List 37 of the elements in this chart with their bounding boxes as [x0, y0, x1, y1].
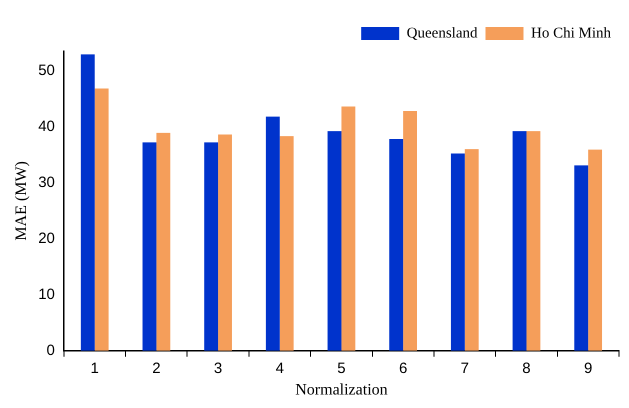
bar	[94, 88, 109, 351]
y-tick-label: 20	[38, 230, 55, 247]
bar	[403, 110, 417, 351]
legend-label: Queensland	[406, 25, 478, 42]
x-tick-label: 5	[337, 360, 346, 377]
legend-label: Ho Chi Minh	[530, 25, 612, 42]
y-tick-label: 10	[38, 286, 55, 303]
bar	[389, 138, 404, 351]
y-tick-label: 40	[38, 118, 55, 135]
bar	[204, 142, 218, 351]
x-tick-label: 2	[152, 360, 161, 377]
bar	[280, 136, 294, 351]
bar	[574, 165, 588, 351]
bar	[156, 132, 170, 351]
y-tick-label: 50	[38, 62, 55, 79]
bar	[512, 131, 526, 351]
bar	[464, 149, 479, 351]
bar	[218, 134, 232, 351]
x-tick-label: 4	[276, 360, 284, 377]
x-axis-title: Normalization	[295, 382, 388, 399]
x-tick-label: 6	[398, 360, 408, 377]
bar	[80, 54, 95, 351]
x-tick-label: 3	[214, 360, 222, 377]
bar	[526, 131, 540, 351]
bar	[328, 131, 342, 351]
bar	[341, 106, 356, 351]
x-tick-label: 1	[90, 360, 99, 377]
y-tick-label: 30	[38, 174, 55, 191]
bar	[266, 116, 280, 351]
bar	[450, 154, 465, 351]
x-tick-label: 8	[522, 360, 531, 377]
bar	[142, 142, 156, 351]
x-tick-label: 7	[460, 360, 469, 377]
y-tick-label: 0	[46, 342, 55, 359]
bar	[588, 150, 602, 351]
x-tick-label: 9	[584, 360, 592, 377]
y-axis-title: MAE (MW)	[12, 161, 30, 241]
